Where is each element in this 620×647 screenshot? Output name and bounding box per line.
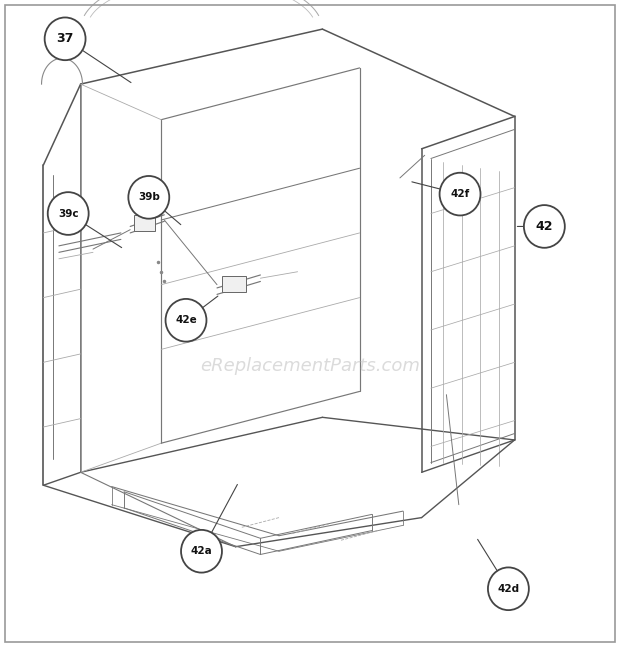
Text: 42f: 42f: [450, 189, 470, 199]
Circle shape: [48, 192, 89, 235]
Text: 42a: 42a: [190, 546, 213, 556]
FancyBboxPatch shape: [134, 215, 155, 231]
Circle shape: [45, 17, 86, 60]
Circle shape: [181, 530, 222, 573]
Circle shape: [524, 205, 565, 248]
Text: 39b: 39b: [138, 192, 160, 203]
Text: 42e: 42e: [175, 315, 197, 325]
Text: 37: 37: [56, 32, 74, 45]
Circle shape: [440, 173, 480, 215]
Circle shape: [488, 567, 529, 610]
Text: 42: 42: [536, 220, 553, 233]
Text: eReplacementParts.com: eReplacementParts.com: [200, 356, 420, 375]
Circle shape: [128, 176, 169, 219]
Text: 39c: 39c: [58, 208, 79, 219]
Text: 42d: 42d: [497, 584, 520, 594]
Circle shape: [166, 299, 206, 342]
FancyBboxPatch shape: [222, 276, 246, 292]
